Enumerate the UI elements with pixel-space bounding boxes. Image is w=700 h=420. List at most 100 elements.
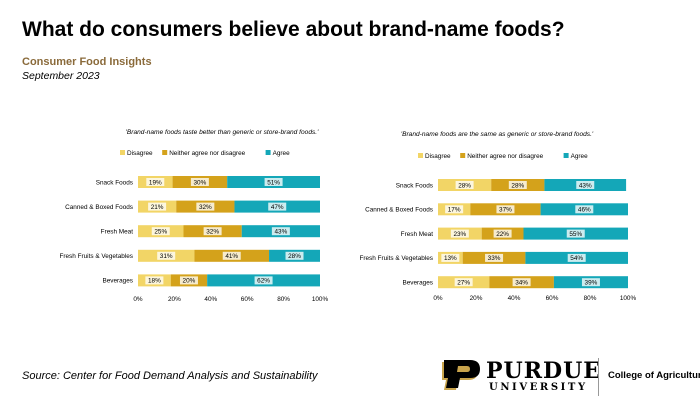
chart-2-legend-label: Disagree (425, 153, 451, 160)
chart-1-data-label-box (145, 276, 164, 285)
chart-1-data-label: 43% (274, 229, 287, 236)
chart-2-data-label: 28% (458, 182, 471, 189)
chart-1-category-label: Fresh Fruits & Vegetables (59, 253, 133, 260)
report-date: September 2023 (22, 70, 100, 82)
chart-1-x-tick-label: 20% (168, 296, 181, 303)
logo-college: College of Agriculture (608, 370, 700, 381)
chart-1-x-tick-label: 0% (133, 296, 143, 303)
chart-1-data-label: 41% (225, 253, 238, 260)
chart-1-data-label-box (271, 227, 290, 236)
logo-wordmark: PURDUE (486, 358, 602, 384)
chart-1-data-label: 18% (148, 278, 161, 285)
chart-2-category-label: Snack Foods (396, 182, 433, 189)
chart-1-data-label-box (254, 276, 273, 285)
logo-divider (598, 358, 599, 396)
chart-1-x-tick-label: 80% (277, 296, 290, 303)
chart-1-legend-label: Agree (273, 150, 290, 157)
chart-1-data-label-box (268, 202, 287, 211)
chart-1-legend-swatch (265, 150, 271, 155)
chart-2-data-label: 28% (511, 182, 524, 189)
chart-2-x-tick-label: 40% (508, 295, 521, 302)
chart-1-data-label-box (148, 202, 167, 211)
purdue-p-mark-icon (442, 360, 480, 390)
chart-2-data-label: 55% (569, 231, 582, 238)
chart-2-data-label-box (455, 181, 474, 189)
chart-1-legend-swatch (120, 150, 125, 155)
chart-2-data-label: 46% (578, 207, 591, 214)
chart-1-data-label: 30% (193, 179, 206, 186)
chart-1-x-tick-label: 100% (312, 296, 329, 303)
chart-2-category-label: Fresh Meat (401, 231, 434, 238)
chart-2-legend-swatch (460, 153, 466, 158)
chart-1-x-tick-label: 60% (241, 296, 254, 303)
chart-2-x-tick-label: 80% (584, 295, 597, 302)
chart-2-data-label-box (441, 253, 460, 262)
chart-2-data-label: 54% (570, 255, 583, 262)
chart-1-data-label: 32% (199, 204, 212, 211)
chart-1-data-label-box (222, 251, 241, 260)
chart-1-data-label: 31% (160, 253, 173, 260)
chart-2-data-label-box (485, 253, 504, 262)
chart-2-data-label: 27% (457, 280, 470, 287)
chart-1-data-label: 62% (257, 278, 270, 285)
chart-2-legend-label: Agree (571, 153, 588, 160)
chart-2-data-label: 13% (444, 255, 457, 262)
chart-2-x-tick-label: 100% (620, 295, 637, 302)
chart-1-category-label: Fresh Meat (101, 229, 134, 236)
chart-2-category-label: Fresh Fruits & Vegetables (359, 255, 433, 262)
chart-2-data-label-box (493, 229, 512, 238)
chart-2-data-label: 43% (579, 182, 592, 189)
chart-2-data-label-box (496, 205, 515, 214)
chart-2-data-label-box (576, 181, 595, 189)
chart-2-data-label-box (575, 205, 594, 214)
chart-2-data-label-box (567, 253, 586, 262)
chart-2-data-label-box (450, 229, 469, 238)
chart-1-data-label-box (146, 178, 165, 186)
page-subtitle: Consumer Food Insights (22, 56, 152, 68)
chart-1-data-label: 19% (149, 179, 162, 186)
chart-2-legend-swatch (418, 153, 423, 158)
chart-2-data-label: 34% (515, 280, 528, 287)
chart-1-data-label-box (190, 178, 209, 186)
chart-2-category-label: Canned & Boxed Foods (365, 207, 433, 214)
chart-2-legend-swatch (563, 153, 569, 158)
chart-2-x-tick-label: 0% (433, 295, 443, 302)
chart-2-data-label-box (512, 278, 531, 287)
chart-2-data-label-box (566, 229, 585, 238)
source-note: Source: Center for Food Demand Analysis … (22, 370, 318, 382)
chart-1-category-label: Beverages (102, 278, 133, 285)
chart-1-category-label: Snack Foods (96, 179, 133, 186)
chart-2-data-label-box (445, 205, 464, 214)
chart-1-legend-swatch (162, 150, 168, 155)
purdue-logo: PURDUE UNIVERSITY College of Agriculture (440, 358, 700, 398)
chart-1-data-label-box (203, 227, 222, 236)
chart-2-data-label-box (508, 181, 527, 189)
chart-1-legend-label: Neither agree nor disagree (169, 150, 245, 157)
chart-2-category-label: Beverages (402, 280, 433, 287)
chart-2-data-label: 33% (488, 255, 501, 262)
chart-2-data-label-box (454, 278, 473, 287)
chart-2-data-label-box (581, 278, 600, 287)
chart-2-data-label: 17% (448, 207, 461, 214)
chart-2-x-tick-label: 60% (546, 295, 559, 302)
chart-2-data-label: 39% (585, 280, 598, 287)
chart-2-data-label: 37% (499, 207, 512, 214)
chart-2-title: 'Brand-name foods are the same as generi… (401, 131, 594, 138)
chart-1-data-label-box (179, 276, 198, 285)
chart-1-data-label: 32% (206, 229, 219, 236)
chart-1-category-label: Canned & Boxed Foods (65, 204, 133, 211)
chart-1-data-label-box (196, 202, 215, 211)
chart-1-data-label: 21% (151, 204, 164, 211)
page-title: What do consumers believe about brand-na… (22, 18, 565, 41)
chart-1-data-label: 20% (183, 278, 196, 285)
chart-1-x-tick-label: 40% (204, 296, 217, 303)
chart-1-data-label: 25% (154, 229, 167, 236)
chart-1-title: 'Brand-name foods taste better than gene… (126, 129, 319, 136)
logo-university: UNIVERSITY (489, 382, 588, 393)
chart-1-legend-label: Disagree (127, 150, 153, 157)
chart-1-data-label: 28% (288, 253, 301, 260)
chart-1-data-label-box (285, 251, 304, 260)
chart-1-data-label-box (151, 227, 170, 236)
chart-1-data-label-box (157, 251, 176, 260)
